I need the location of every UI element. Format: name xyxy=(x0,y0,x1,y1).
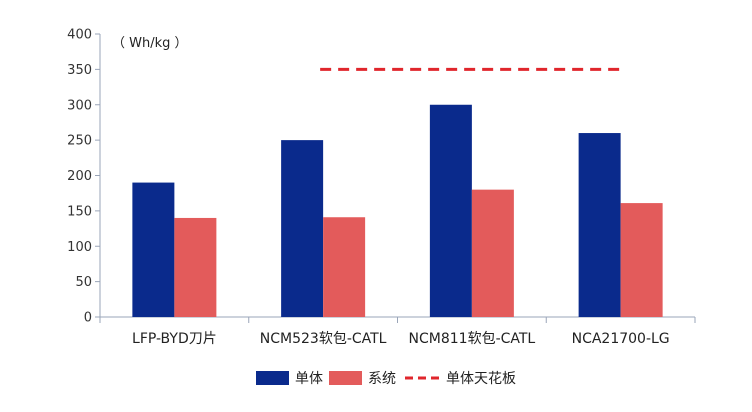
y-tick-label: 100 xyxy=(67,240,92,255)
bar-system xyxy=(323,217,366,317)
legend-swatch-cell xyxy=(256,371,289,385)
y-tick-label: 0 xyxy=(84,311,92,326)
legend: 单体 系统 单体天花板 xyxy=(256,371,516,387)
y-tick-label: 250 xyxy=(67,134,92,149)
bar-cell xyxy=(429,104,472,317)
y-unit-label: （ Wh/kg ） xyxy=(112,36,188,51)
bar-system xyxy=(174,217,217,317)
y-tick-label: 150 xyxy=(67,204,92,219)
bar-system xyxy=(620,203,663,317)
y-tick-label: 50 xyxy=(75,275,92,290)
axes: 0 50 100 150 200 250 300 350 400 LFP-BYD刀片 NCM523软… xyxy=(67,28,696,347)
legend-label-system: 系统 xyxy=(368,371,396,387)
bars xyxy=(132,104,663,317)
x-tick-label: NCM811软包-CATL xyxy=(409,331,536,347)
x-tick-label: LFP-BYD刀片 xyxy=(132,331,217,347)
legend-label-cell: 单体 xyxy=(295,371,323,387)
y-tick-label: 200 xyxy=(67,169,92,184)
bar-cell xyxy=(578,133,621,317)
y-tick-label: 350 xyxy=(67,63,92,78)
bar-cell xyxy=(281,140,324,317)
y-tick-label: 300 xyxy=(67,98,92,113)
bar-cell xyxy=(132,182,175,317)
x-tick-label: NCA21700-LG xyxy=(572,331,670,347)
x-tick-label: NCM523软包-CATL xyxy=(260,331,387,347)
y-tick-label: 400 xyxy=(67,28,92,43)
legend-swatch-system xyxy=(329,371,362,385)
bar-system xyxy=(471,189,514,317)
legend-label-ceiling: 单体天花板 xyxy=(446,371,516,387)
